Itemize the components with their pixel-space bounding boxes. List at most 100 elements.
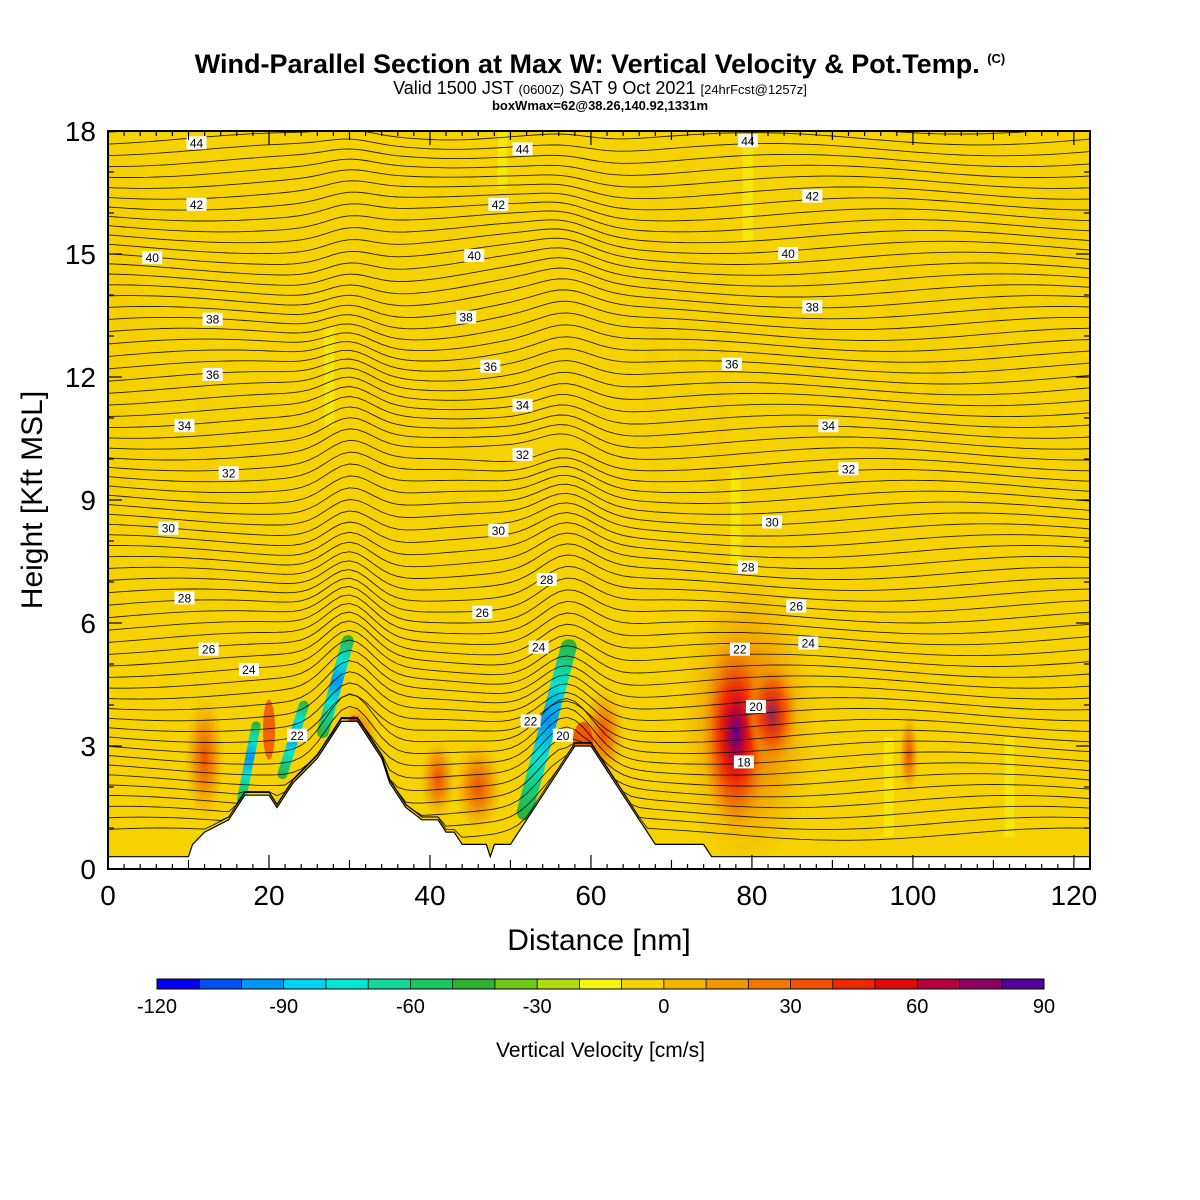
contour-label-text: 36 [206,368,220,382]
contour-label: 32 [838,462,859,476]
contour-label-bg [218,466,239,480]
field-updraft-streak [883,737,894,837]
field-blob [800,131,833,541]
theta-contour [108,594,1090,635]
field-updraft-core [262,699,275,760]
colorbar-swatch [157,979,200,989]
theta-contour [108,358,1090,385]
theta-contour [108,705,1090,765]
contour-label-bg [456,310,477,324]
contour-label: 30 [488,523,509,538]
contour-label-bg [536,572,557,586]
theta-contour [108,620,1090,667]
colorbar-swatch [621,979,665,989]
contour-label-bg [729,642,750,656]
contour-label-text: 38 [806,300,820,314]
contour-label: 22 [287,728,308,743]
field-updraft-streak [497,131,508,190]
theta-contour [108,682,1090,733]
colorbar-swatch [241,979,285,989]
field-blob [420,738,457,819]
colorbar-swatch [706,979,749,989]
colorbar-tick-label: -30 [523,996,552,1018]
theta-contour [108,376,1090,407]
contour-label-bg [762,515,783,529]
title-block: Wind-Parallel Section at Max W: Vertical… [0,44,1200,113]
colorbar-swatch [283,979,327,989]
theta-contour [108,247,1090,276]
contour-label-bg [721,357,742,371]
chart-title: Wind-Parallel Section at Max W: Vertical… [194,49,1006,79]
theta-contour [108,439,1090,472]
contour-label-text: 34 [516,399,530,413]
contour-label: 24 [798,636,819,651]
contour-label: 30 [158,521,179,536]
contour-label-text: 40 [781,247,795,261]
contour-label-bg [802,189,823,203]
contour-label-bg [174,591,195,605]
theta-contour [108,543,1090,580]
theta-contour [108,492,1090,526]
contour-label: 22 [520,714,541,728]
contour-label-bg [745,700,766,714]
x-tick-label: 80 [736,880,767,911]
x-axis-label: Distance [nm] [507,924,690,957]
field-blob [671,131,704,582]
contour-label-bg [202,367,223,381]
theta-contour [108,428,1090,461]
field-blob [184,696,225,821]
contour-label: 28 [174,591,195,605]
contour-label-text: 36 [725,358,739,372]
colorbar-swatch [410,979,454,989]
colorbar-swatch [748,979,792,989]
contour-label-text: 42 [806,190,820,204]
field-blob [1017,131,1090,295]
contour-label-text: 26 [476,606,490,620]
contour-label: 40 [142,251,163,265]
contour-label-text: 42 [190,198,204,212]
contour-label: 44 [186,136,207,150]
contour-label-text: 32 [516,448,530,462]
theta-contour [108,180,1090,200]
theta-contour [108,693,1090,743]
terrain [107,720,1091,870]
contour-label-text: 28 [741,561,755,575]
colorbar-swatch [452,979,496,989]
contour-label-bg [512,398,533,412]
field-updraft-streak [1004,737,1015,837]
contour-label-bg [472,605,493,619]
contour-label-bg [464,249,485,263]
contour-label-text: 40 [146,251,160,265]
contour-label-text: 26 [202,643,216,657]
y-tick-label: 15 [65,239,96,270]
contour-label: 24 [238,663,259,677]
contour-label: 28 [737,560,758,575]
field-updraft-streak [730,470,741,571]
contour-label-bg [480,359,501,373]
contour-label-bg [786,599,807,613]
contour-label: 32 [218,466,239,480]
contour-label-text: 34 [822,419,836,433]
theta-contour [108,577,1090,613]
colorbar-swatch [1001,979,1045,989]
theta-contour [108,671,1090,722]
theta-contour [108,86,1090,102]
x-tick-label: 100 [890,880,937,911]
theta-contour [108,111,1090,124]
contour-label: 36 [202,367,223,382]
theta-contour [108,629,1090,678]
theta-contour [108,131,1043,135]
contour-label: 38 [202,312,223,327]
colorbar-swatch [325,979,369,989]
contour-label: 32 [512,447,533,462]
contour-label-bg [202,312,223,326]
theta-contour [108,649,1090,700]
colorbar-swatch [790,979,834,989]
theta-contour [108,532,1090,570]
contour-label: 40 [464,249,485,263]
contour-label: 28 [536,572,557,587]
theta-contour [108,219,1090,244]
theta-contour [108,348,1090,374]
contour-label-text: 26 [790,600,804,614]
